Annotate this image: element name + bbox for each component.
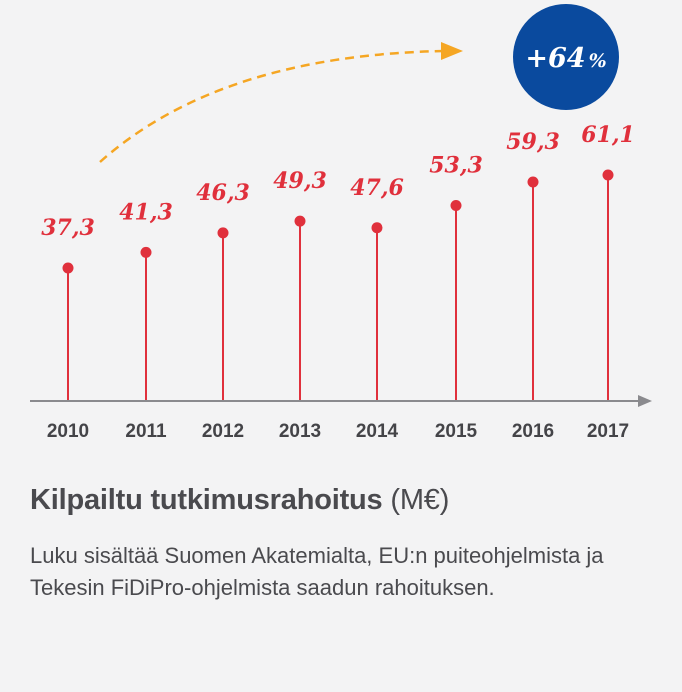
data-point-2011	[140, 246, 152, 258]
data-label-2015: 53,3	[429, 152, 483, 178]
x-tick-label-2015: 2015	[435, 421, 478, 442]
chart-unit: (M€)	[390, 484, 450, 516]
chart: +64% 37,3 2010 41,3 2011 46,3 2012 49,3 2013 47,…	[30, 4, 652, 442]
data-label-2017: 61,1	[581, 122, 635, 148]
data-point-2014	[371, 222, 383, 234]
x-tick-label-2014: 2014	[356, 421, 399, 442]
data-label-2013: 49,3	[273, 168, 327, 194]
data-label-2012: 46,3	[196, 180, 250, 206]
chart-title: Kilpailtu tutkimusrahoitus (M€)	[30, 484, 449, 517]
data-label-2010: 37,3	[41, 215, 95, 241]
trend-arrow	[99, 49, 446, 163]
trend-arrowhead-icon	[441, 42, 463, 60]
x-tick-label-2017: 2017	[587, 421, 629, 442]
x-tick-label-2013: 2013	[279, 421, 321, 442]
data-point-2015	[450, 199, 462, 211]
data-point-2012	[217, 227, 229, 239]
data-label-2016: 59,3	[506, 129, 560, 155]
data-point-2010	[62, 262, 74, 274]
growth-badge-label: +64%	[525, 43, 606, 74]
x-tick-label-2012: 2012	[202, 421, 244, 442]
data-label-2011: 41,3	[119, 199, 173, 225]
chart-description: Luku sisältää Suomen Akatemialta, EU:n p…	[30, 543, 604, 600]
data-point-2013	[294, 215, 306, 227]
growth-badge-unit: %	[589, 50, 607, 72]
x-axis-arrowhead-icon	[638, 395, 652, 407]
x-tick-label-2011: 2011	[125, 421, 167, 442]
data-point-2016	[527, 176, 539, 188]
growth-badge	[513, 4, 619, 110]
x-tick-label-2016: 2016	[512, 421, 554, 442]
data-point-2017	[602, 169, 614, 181]
x-tick-label-2010: 2010	[47, 421, 89, 442]
data-label-2014: 47,6	[350, 175, 404, 201]
growth-badge-value: +64	[525, 43, 585, 74]
chart-title-text: Kilpailtu tutkimusrahoitus	[30, 484, 383, 516]
